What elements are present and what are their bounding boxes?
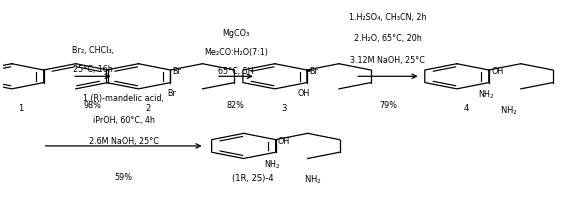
- Text: 1.H₂SO₄, CH₃CN, 2h: 1.H₂SO₄, CH₃CN, 2h: [349, 13, 426, 22]
- Text: 79%: 79%: [379, 101, 397, 110]
- Text: Br: Br: [168, 89, 176, 98]
- Text: 2.6M NaOH, 25°C: 2.6M NaOH, 25°C: [88, 137, 158, 146]
- Text: (1R, 2S)-4: (1R, 2S)-4: [232, 174, 274, 183]
- Text: 82%: 82%: [227, 101, 245, 110]
- Text: 3.12M NaOH, 25°C: 3.12M NaOH, 25°C: [351, 56, 425, 65]
- Text: 25°C, 16h: 25°C, 16h: [73, 65, 113, 74]
- Text: 1.(R)-mandelic acid,: 1.(R)-mandelic acid,: [83, 94, 164, 103]
- Text: OH: OH: [298, 89, 310, 98]
- Text: 2: 2: [145, 104, 150, 113]
- Text: 59%: 59%: [115, 173, 133, 182]
- Text: 65°C, 5H: 65°C, 5H: [218, 67, 254, 76]
- Text: NH$_2$: NH$_2$: [265, 158, 281, 171]
- Text: 3: 3: [281, 104, 287, 113]
- Text: OH: OH: [278, 137, 290, 146]
- Text: Br₂, CHCl₃,: Br₂, CHCl₃,: [72, 46, 114, 55]
- Text: 98%: 98%: [84, 101, 102, 110]
- Text: 1: 1: [18, 104, 24, 113]
- Text: MgCO₃: MgCO₃: [222, 29, 250, 38]
- Text: NH$_2$: NH$_2$: [304, 174, 321, 186]
- Text: 2.H₂O, 65°C, 20h: 2.H₂O, 65°C, 20h: [354, 34, 422, 43]
- Text: NH$_2$: NH$_2$: [478, 88, 494, 101]
- Text: Me₂CO:H₂O(7:1): Me₂CO:H₂O(7:1): [204, 48, 268, 57]
- Text: 4: 4: [463, 104, 469, 113]
- Text: OH: OH: [491, 67, 503, 76]
- Text: Br: Br: [309, 67, 318, 76]
- Text: iPrOH, 60°C, 4h: iPrOH, 60°C, 4h: [92, 116, 154, 125]
- Text: NH$_2$: NH$_2$: [500, 104, 518, 117]
- Text: Br: Br: [173, 67, 181, 76]
